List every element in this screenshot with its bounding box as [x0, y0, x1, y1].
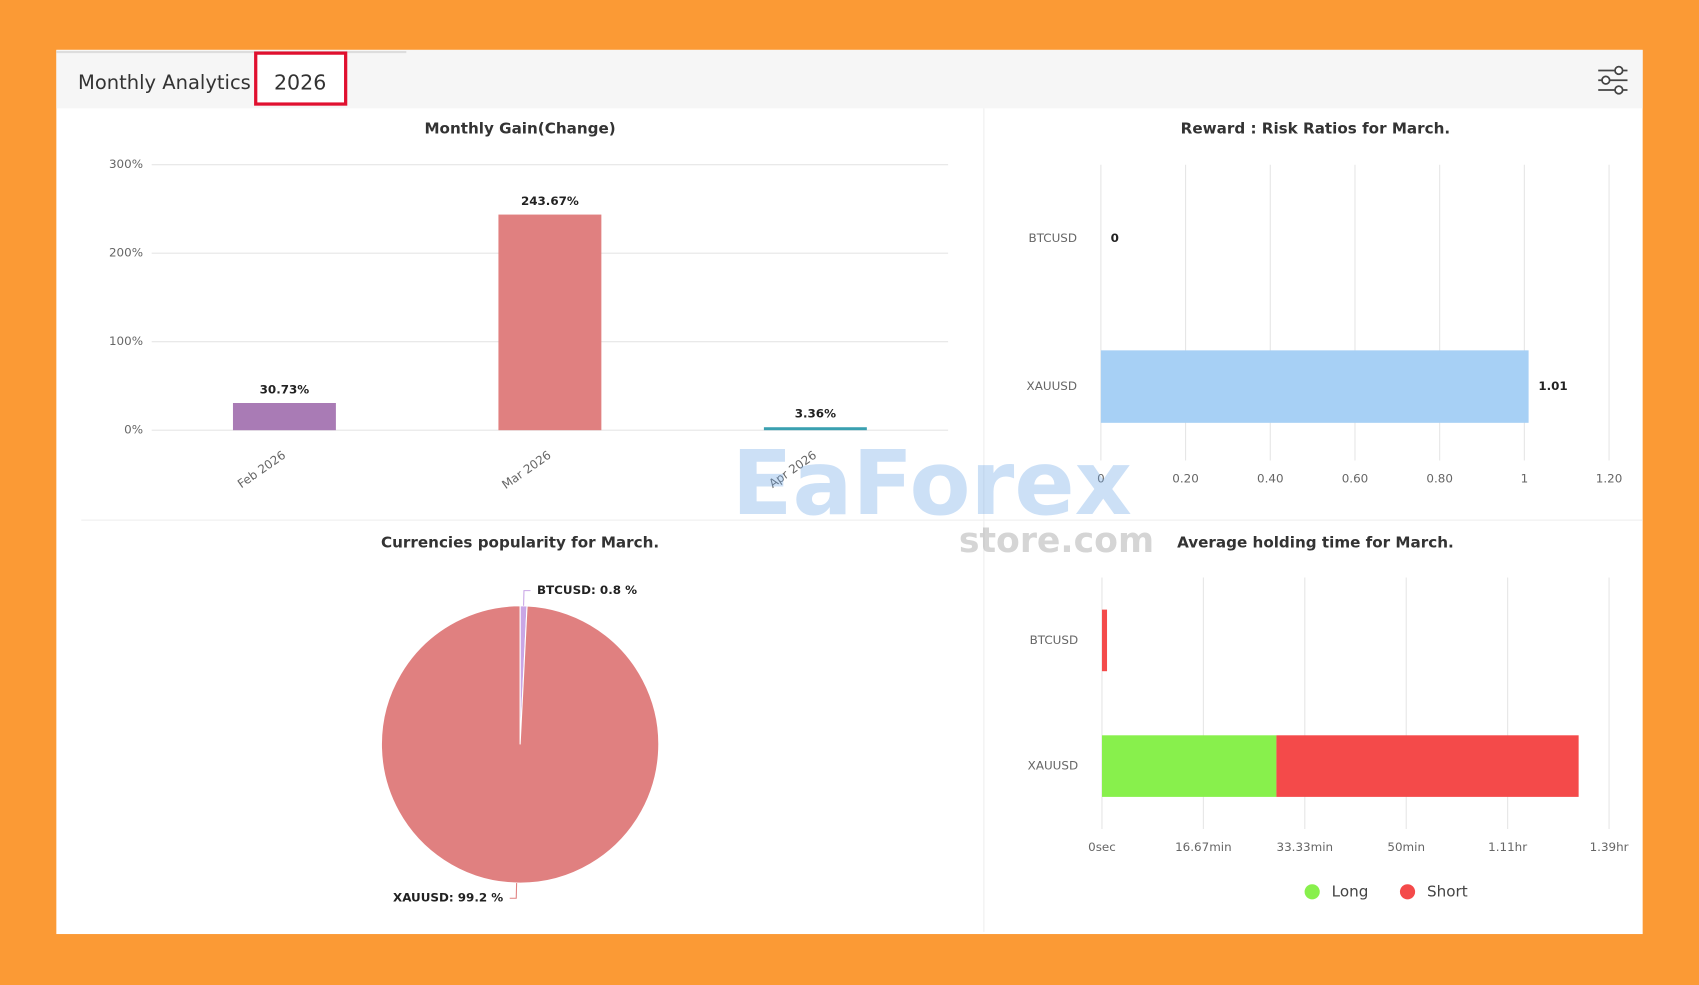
bar: [1101, 609, 1108, 672]
watermark: store.com: [959, 521, 1154, 561]
x-tick-label: 1.11hr: [1488, 840, 1527, 854]
x-tick-label: 0.40: [1257, 471, 1284, 485]
x-tick-label: 0.80: [1426, 471, 1453, 485]
y-tick-label: XAUUSD: [1028, 759, 1078, 773]
leader-line: [523, 590, 531, 606]
header-title: Monthly Analytics: [78, 71, 251, 94]
bar: [1101, 735, 1277, 797]
data-label: 0: [1111, 231, 1119, 245]
y-tick-label: 100%: [109, 334, 143, 348]
data-label: XAUUSD: 99.2 %: [393, 891, 503, 905]
bar: [232, 403, 336, 431]
year-selector[interactable]: [254, 51, 348, 106]
pie-slice: [380, 605, 660, 884]
charts: Monthly Gain(Change) 0% 100% 200% 300% 30.73%…: [109, 119, 1629, 904]
x-tick-label: 16.67min: [1175, 840, 1232, 854]
legend-marker: [1399, 884, 1416, 900]
legend-label: Long: [1332, 882, 1369, 900]
x-tick-label: 1.20: [1596, 471, 1623, 485]
watermark: EaForex: [732, 432, 1132, 535]
chart-title: Currencies popularity for March.: [381, 533, 659, 551]
x-tick-label: 0sec: [1088, 840, 1116, 854]
y-tick-label: 0%: [124, 423, 143, 437]
x-tick-label: 33.33min: [1277, 840, 1334, 854]
data-label: 1.01: [1538, 379, 1567, 393]
year-value: 2026: [274, 70, 326, 94]
settings-icon[interactable]: [1598, 65, 1628, 95]
y-tick-label: BTCUSD: [1030, 633, 1079, 647]
y-tick-label: BTCUSD: [1029, 231, 1078, 245]
y-tick-label: XAUUSD: [1027, 379, 1077, 393]
data-label: 30.73%: [260, 383, 310, 397]
data-label: BTCUSD: 0.8 %: [537, 583, 637, 597]
leader-line: [509, 883, 518, 899]
data-label: 3.36%: [795, 407, 836, 421]
x-tick-label: 0: [1097, 471, 1105, 485]
bar: [1276, 735, 1579, 797]
x-tick-label: 0.60: [1342, 471, 1369, 485]
bar: [1100, 350, 1529, 423]
legend-label: Short: [1427, 882, 1468, 900]
x-tick-label: 0.20: [1172, 471, 1199, 485]
x-tick-label: 50min: [1387, 840, 1425, 854]
chart-title: Monthly Gain(Change): [424, 119, 615, 137]
bar: [763, 427, 867, 431]
x-tick-label: 1.39hr: [1590, 840, 1629, 854]
x-tick-label: 1: [1521, 471, 1529, 485]
y-tick-label: 200%: [109, 246, 143, 260]
y-tick-label: 300%: [109, 157, 143, 171]
bar: [498, 214, 602, 431]
data-label: 243.67%: [521, 194, 579, 208]
legend-marker: [1304, 884, 1320, 900]
chart-title: Reward : Risk Ratios for March.: [1181, 119, 1450, 137]
chart-title: Average holding time for March.: [1177, 533, 1454, 551]
